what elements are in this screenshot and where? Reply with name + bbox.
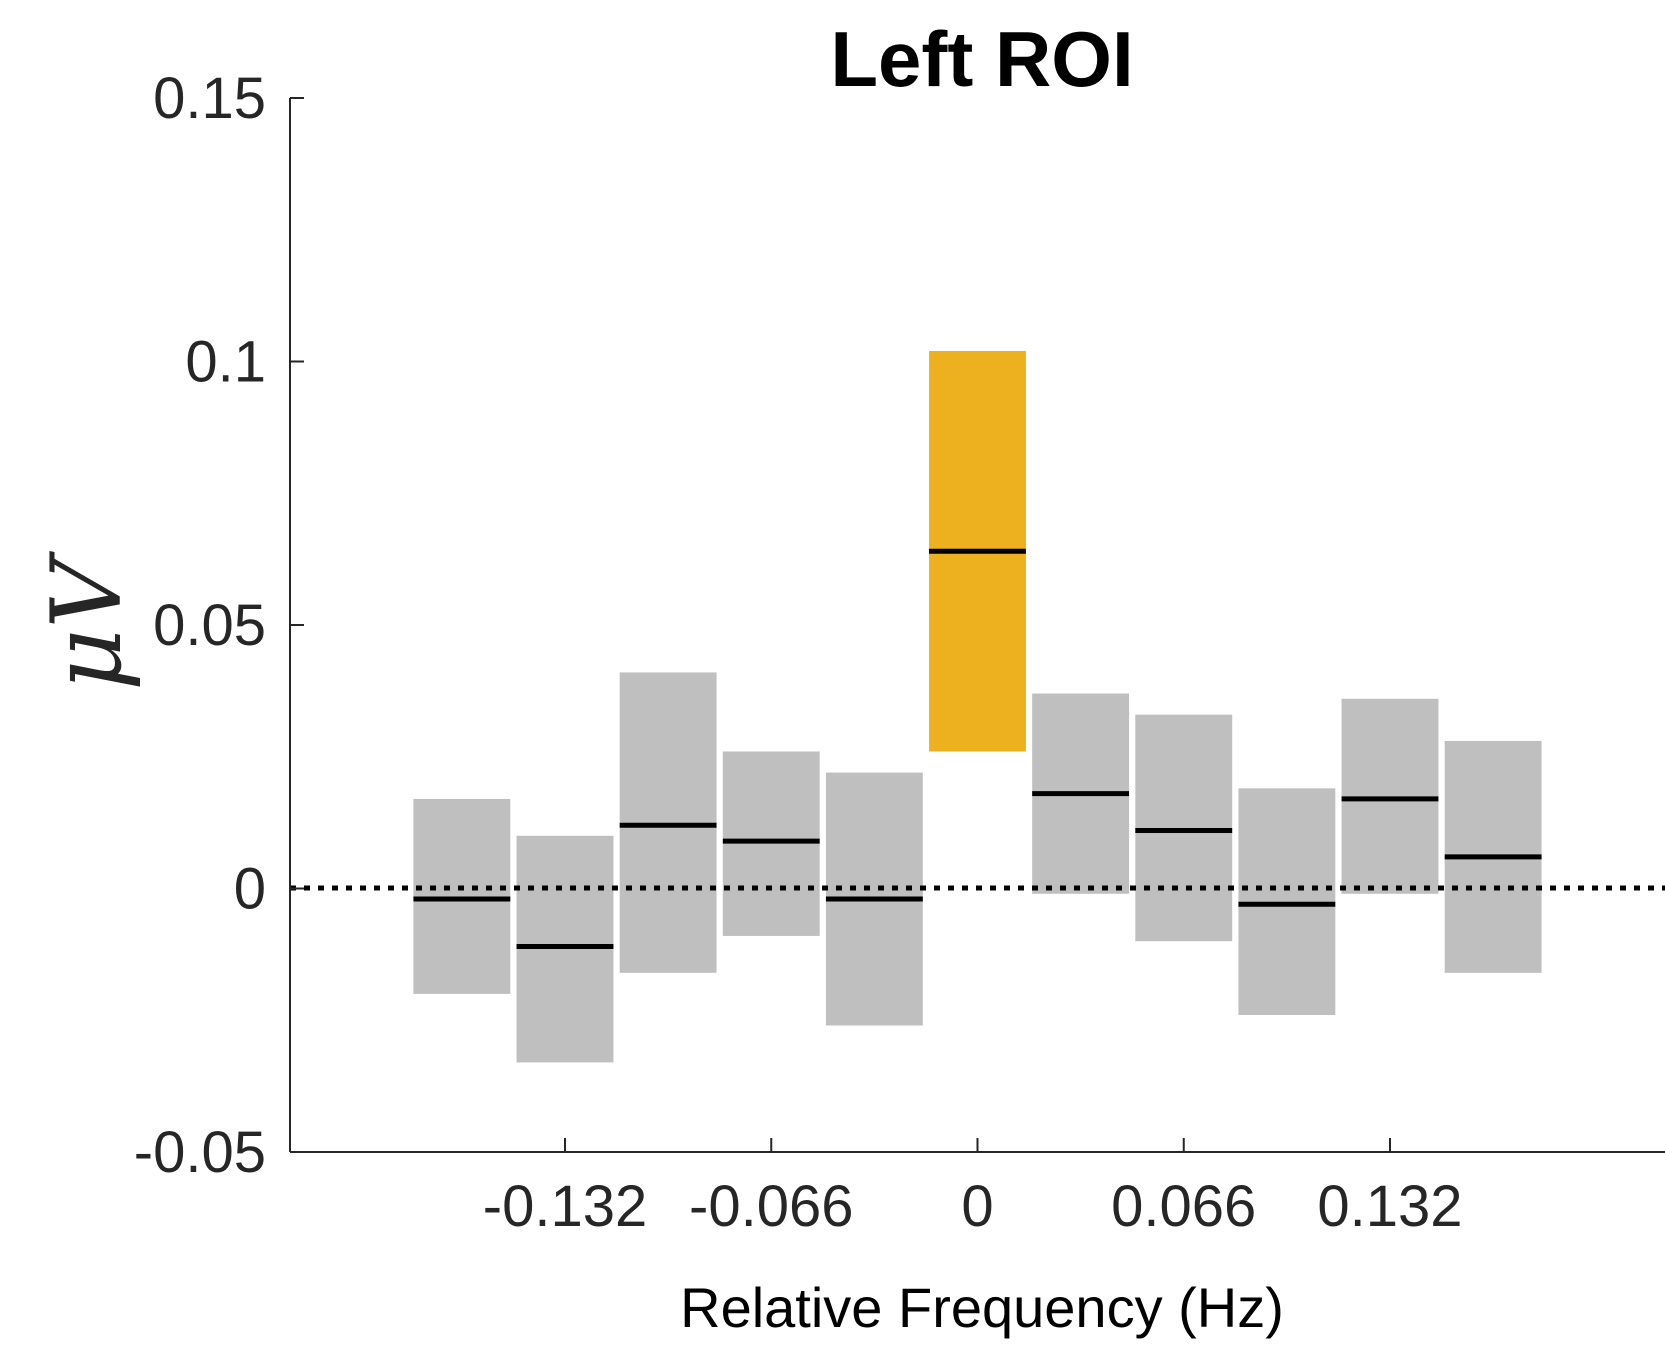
ci-bar-7 — [1135, 714, 1233, 942]
x-axis-label: Relative Frequency (Hz) — [680, 1276, 1284, 1339]
y-tick-label-4: 0.15 — [153, 66, 266, 131]
chart-title: Left ROI — [830, 15, 1133, 103]
ci-bar-3 — [722, 751, 820, 936]
y-tick-label-2: 0.05 — [153, 593, 266, 658]
ticks-layer: -0.05 0 0.05 0.1 0.15 -0.132 -0.066 0 0.066 0.132 — [134, 66, 1463, 1239]
ci-bar-1 — [516, 835, 614, 1063]
x-tick-label-0: -0.132 — [483, 1174, 647, 1239]
y-axis-label: μV — [31, 550, 143, 690]
ci-bar-2 — [619, 672, 717, 973]
x-tick-label-1: -0.066 — [689, 1174, 853, 1239]
y-tick-label-1: 0 — [234, 857, 266, 922]
ci-bar-9 — [1341, 698, 1439, 894]
x-tick-label-4: 0.132 — [1317, 1174, 1462, 1239]
x-tick-label-3: 0.066 — [1111, 1174, 1256, 1239]
ci-bar-0 — [413, 798, 511, 994]
y-tick-label-0: -0.05 — [134, 1120, 266, 1185]
ci-bar-8 — [1238, 788, 1336, 1015]
y-tick-label-3: 0.1 — [185, 330, 266, 395]
bars-layer — [413, 350, 1542, 1063]
x-tick-label-2: 0 — [961, 1174, 993, 1239]
